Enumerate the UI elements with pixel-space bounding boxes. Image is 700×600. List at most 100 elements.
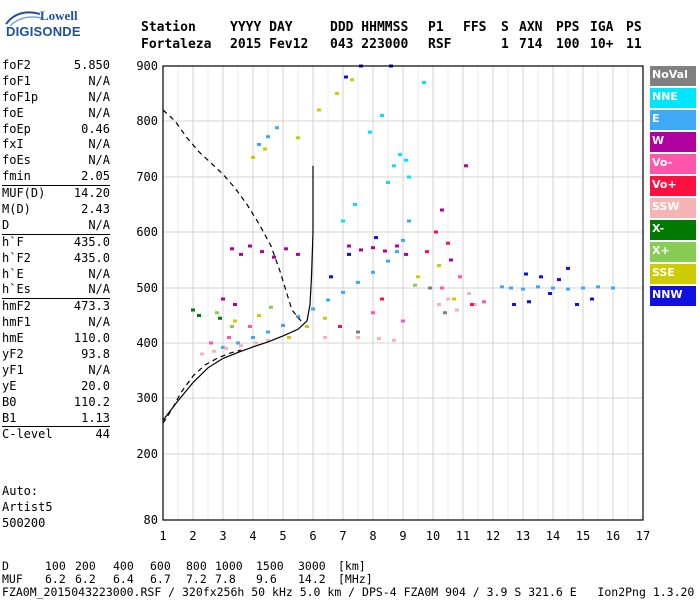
echo-point (425, 250, 429, 254)
echo-point (281, 323, 285, 327)
echo-point (230, 325, 234, 328)
chart-grid (163, 66, 643, 520)
y-tick-label: 500 (136, 281, 158, 295)
echo-point (386, 259, 390, 263)
echo-point (212, 349, 216, 353)
param-row: h`F2 435.0 (2, 251, 110, 267)
param-row: foF2 5.850 (2, 58, 110, 74)
echo-point (404, 252, 408, 256)
y-tick-label: 300 (136, 391, 158, 405)
footer-distance-value: 1500 (256, 559, 284, 573)
echo-point (464, 164, 468, 168)
echo-point (341, 219, 345, 223)
param-name: B1 (2, 410, 17, 425)
header-label-ps: PS (626, 20, 642, 35)
legend-item: NNE (650, 88, 696, 110)
logo-lowell: Lowell (40, 8, 78, 23)
param-value: 14.20 (73, 186, 110, 201)
polarization-legend: NoVal NNE E W Vo- Vo+ SSW X- X+ SSE NNW (650, 66, 696, 308)
echo-point (233, 303, 237, 306)
echo-point (437, 264, 441, 268)
header-value-pps: 100 (556, 37, 580, 52)
param-value: 5.850 (73, 58, 110, 72)
echo-point (404, 158, 408, 162)
param-name: foEp (2, 121, 31, 136)
param-row: MUF(D) 14.20 (2, 185, 110, 202)
param-row: fxI N/A (2, 137, 110, 153)
param-value: 44 (95, 427, 110, 442)
echo-point (398, 153, 402, 157)
header-label-ffs: FFS (463, 20, 487, 35)
echo-point (209, 341, 213, 345)
param-value: 93.8 (81, 347, 110, 362)
y-tick-label: 80 (144, 513, 158, 527)
legend-item: NoVal (650, 66, 696, 88)
param-name: fmin (2, 169, 31, 184)
param-name: hmF1 (2, 315, 31, 330)
echo-point (416, 275, 420, 279)
echo-point (500, 285, 504, 289)
logo-swoosh-icon (5, 11, 43, 27)
echo-point (581, 286, 585, 290)
echo-point (356, 336, 360, 339)
echo-point (467, 292, 471, 295)
logo-digisonde: DIGISONDE (6, 24, 81, 39)
param-row: hmF1 N/A (2, 315, 110, 331)
footer-distance-value: 100 (45, 559, 66, 573)
echo-point (338, 325, 342, 328)
echo-point (224, 347, 228, 350)
echo-point (392, 338, 396, 342)
echo-point (371, 246, 375, 250)
param-name: hmF2 (2, 299, 31, 314)
param-row: D N/A (2, 218, 110, 234)
header-value-ps: 11 (626, 37, 642, 52)
y-tick-label: 400 (136, 336, 158, 350)
echo-point (323, 336, 327, 339)
footer-muf-value: 6.4 (113, 572, 134, 586)
echo-point (611, 286, 615, 290)
profile-curve (162, 165, 314, 421)
echo-point (329, 275, 333, 279)
param-value: N/A (88, 282, 110, 297)
param-row: yE 20.0 (2, 379, 110, 395)
echo-point (251, 336, 255, 339)
param-value: 110.0 (73, 331, 110, 346)
footer-distance-value: 1000 (215, 559, 243, 573)
legend-item: SSE (650, 264, 696, 286)
echo-point (359, 248, 363, 252)
echo-point (422, 81, 426, 84)
echo-point (512, 303, 516, 306)
param-value: 2.05 (81, 169, 110, 184)
echo-point (227, 336, 231, 339)
profile-curve (162, 109, 302, 322)
param-row: foEs N/A (2, 153, 110, 169)
echo-point (434, 230, 438, 234)
param-name: yE (2, 378, 17, 393)
echo-point (440, 286, 444, 290)
echo-point (536, 285, 540, 289)
x-tick-label: 4 (249, 529, 256, 543)
echo-point (548, 292, 552, 295)
echo-point (407, 219, 411, 223)
echo-point (452, 297, 456, 301)
echo-point (347, 252, 351, 256)
param-row: foE N/A (2, 106, 110, 122)
echo-point (218, 316, 222, 320)
header-label-s: S (501, 20, 509, 35)
echo-point (566, 266, 570, 270)
echo-point (239, 344, 243, 348)
echo-point (266, 338, 270, 342)
echo-point (482, 300, 486, 304)
echo-point (377, 337, 381, 341)
chart-curves (162, 109, 314, 424)
footer-d-label: D (2, 559, 9, 573)
echo-point (221, 297, 225, 301)
param-name: C-level (2, 427, 53, 442)
param-row: C-level 44 (2, 426, 110, 443)
echo-point (413, 283, 417, 287)
echo-point (317, 108, 321, 112)
echo-point (509, 286, 513, 290)
param-value: 435.0 (73, 250, 110, 265)
legend-item: X- (650, 220, 696, 242)
